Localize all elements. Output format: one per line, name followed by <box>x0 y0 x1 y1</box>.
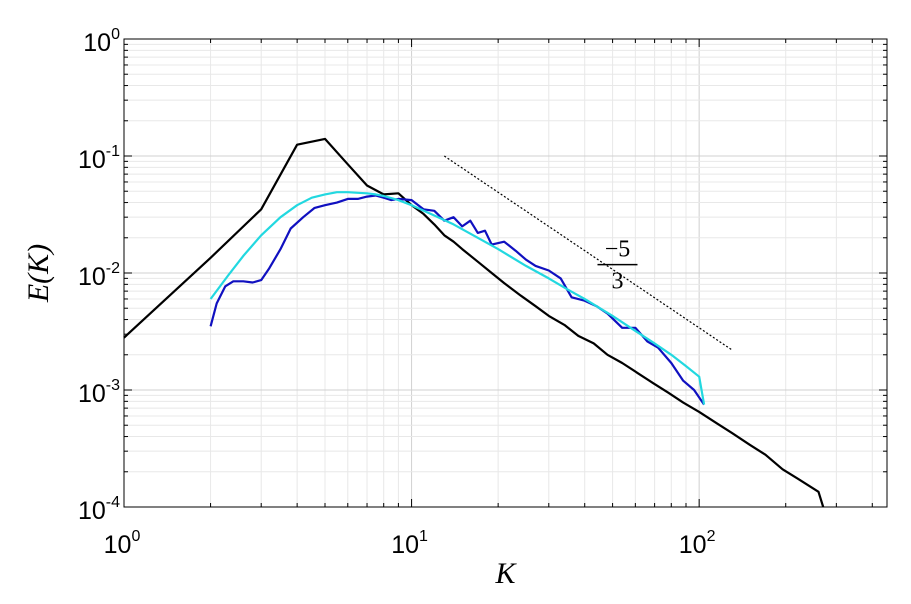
y-tick-labels: 100 10-1 10-2 10-3 10-4 <box>78 26 120 525</box>
tick-marks <box>123 38 887 508</box>
y-tick-label: 10-4 <box>78 494 120 525</box>
x-tick-label: 102 <box>679 528 716 559</box>
y-tick-label: 10-2 <box>78 260 120 291</box>
x-tick-labels: 100 101 102 <box>104 528 716 559</box>
slope-annotation: −5 3 <box>597 237 638 295</box>
y-tick-label: 100 <box>83 26 120 57</box>
y-axis-label: E(K) <box>22 244 55 303</box>
x-tick-label: 100 <box>104 528 141 559</box>
series-line-3 <box>209 191 706 405</box>
x-axis-label: K <box>494 557 517 590</box>
y-tick-label: 10-1 <box>78 143 120 174</box>
y-tick-label: 10-3 <box>78 377 120 408</box>
x-tick-label: 101 <box>391 528 428 559</box>
slope-numerator: −5 <box>605 237 631 263</box>
series-line-1 <box>123 137 825 508</box>
series-layer <box>123 137 825 508</box>
slope-reference-line <box>443 155 733 351</box>
slope-denominator: 3 <box>611 269 623 295</box>
grid <box>123 38 887 508</box>
